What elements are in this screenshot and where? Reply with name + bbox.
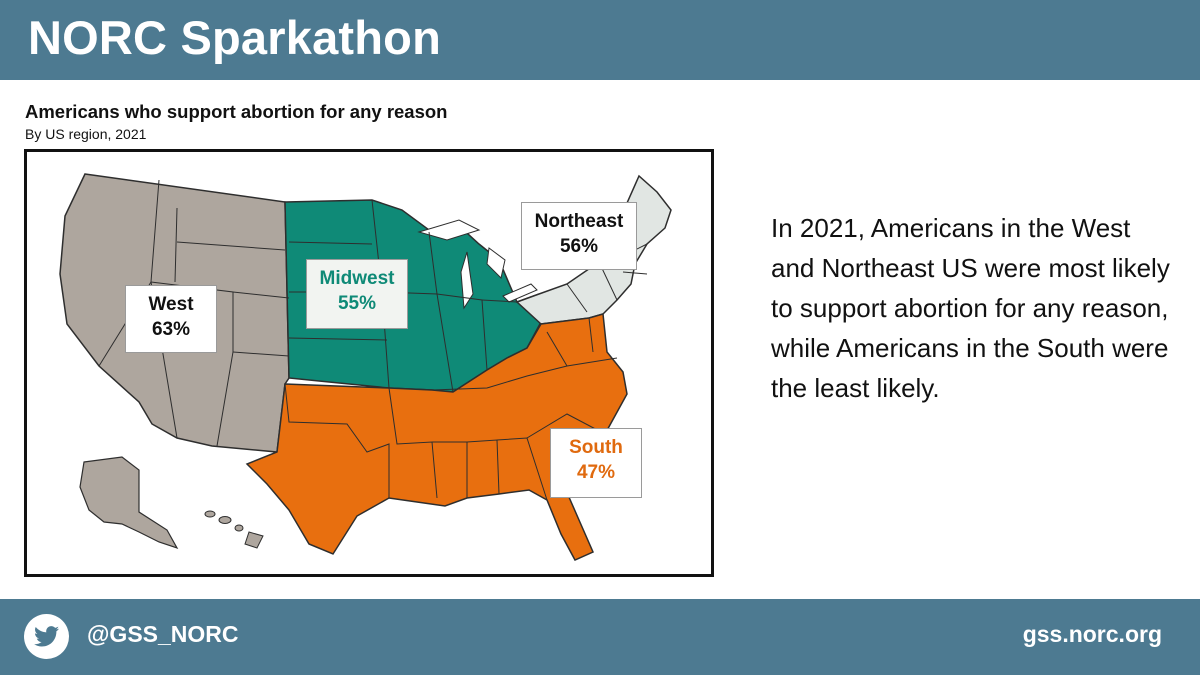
map-region-south [245,313,628,561]
twitter-icon [34,626,59,647]
map-region-hawaii [204,510,264,549]
twitter-handle-link[interactable]: @GSS_NORC [87,621,239,647]
region-name-west: West [148,294,194,315]
chart-subtitle: By US region, 2021 [25,126,147,142]
map-region-alaska [79,456,179,550]
us-region-map: West 63% Midwest 55% Northeast 56% South… [24,149,714,577]
summary-text: In 2021, Americans in the West and North… [771,213,1170,403]
region-pct-midwest: 55% [337,293,377,314]
region-label-south: South 47% [550,428,642,498]
footer-bar: @GSS_NORC gss.norc.org [0,599,1200,675]
header-bar: NORC Sparkathon [0,0,1200,80]
twitter-link[interactable] [24,614,69,659]
region-name-midwest: Midwest [319,268,395,289]
map-canvas [59,173,672,561]
region-name-south: South [569,437,623,458]
website-link[interactable]: gss.norc.org [1022,621,1162,647]
chart-title: Americans who support abortion for any r… [25,101,448,122]
region-pct-south: 47% [576,462,616,483]
region-label-midwest: Midwest 55% [306,259,408,329]
map-great-lakes [417,219,538,310]
region-label-west: West 63% [125,285,217,353]
region-pct-northeast: 56% [559,236,599,257]
region-label-northeast: Northeast 56% [521,202,637,270]
page-title: NORC Sparkathon [28,11,441,64]
region-pct-west: 63% [151,319,191,340]
region-name-northeast: Northeast [534,211,624,232]
